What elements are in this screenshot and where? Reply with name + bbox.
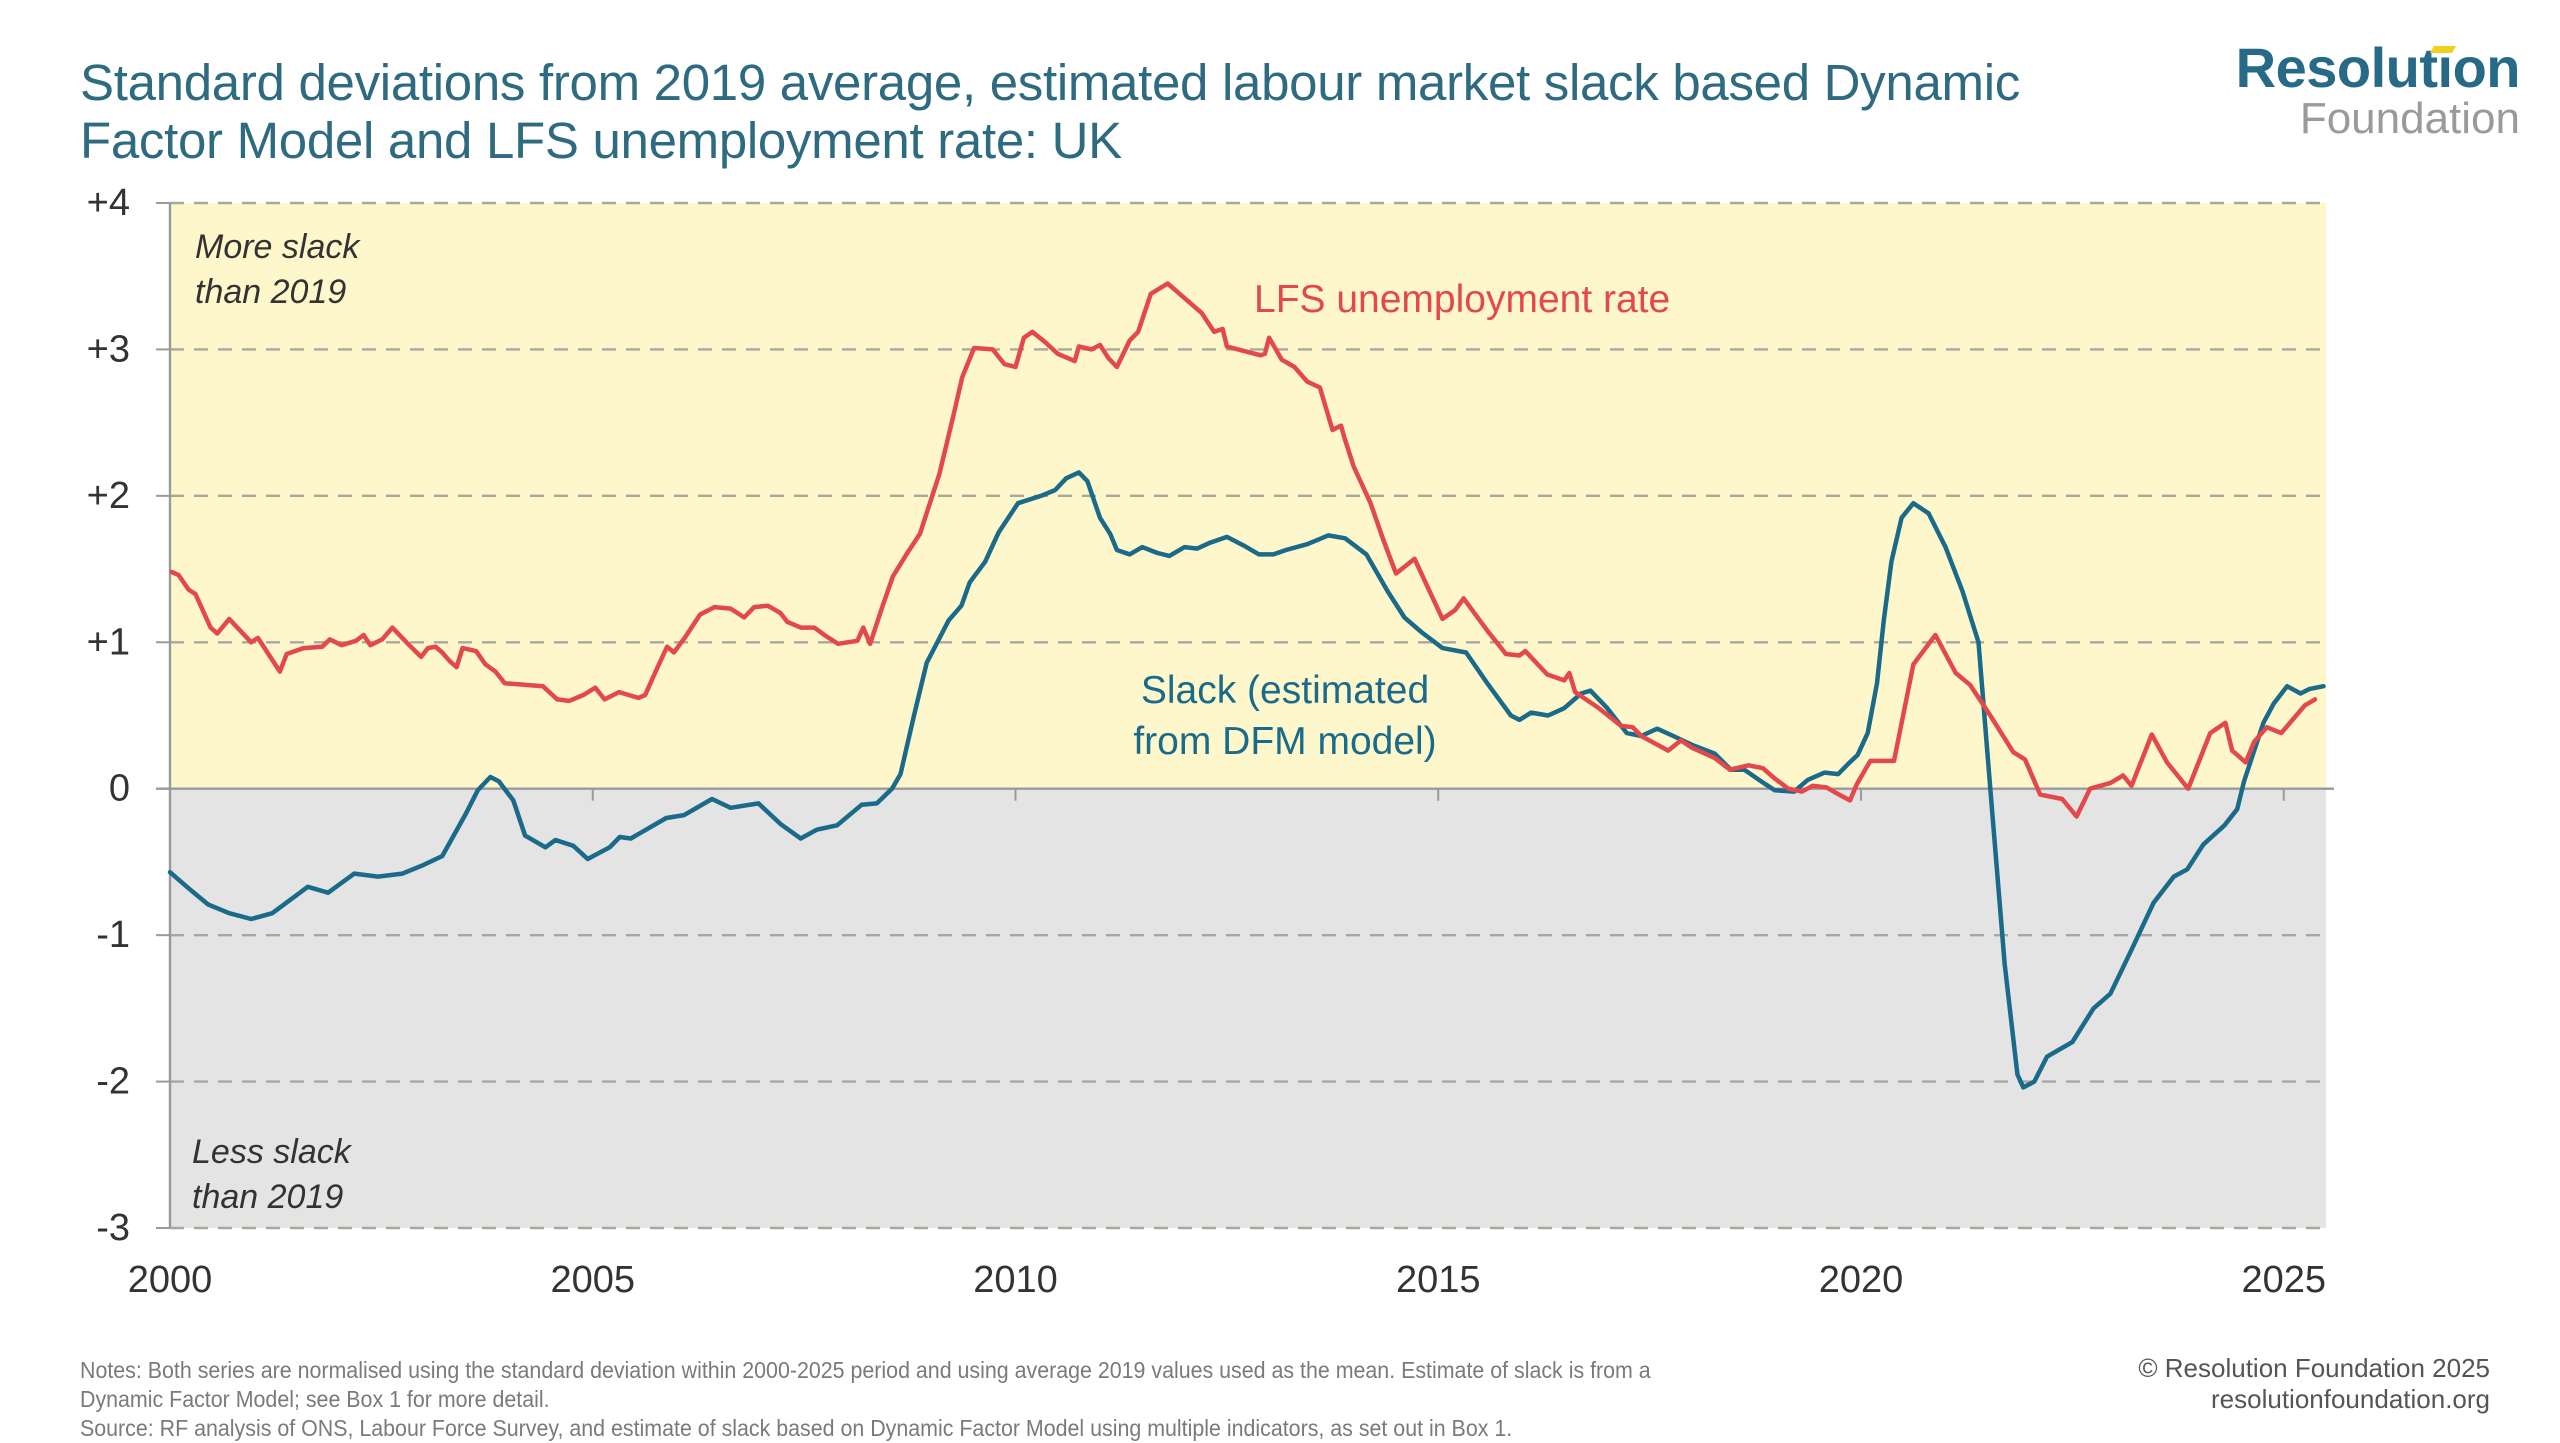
x-tick-label: 2000 xyxy=(128,1259,213,1301)
notes-line-1: Notes: Both series are normalised using … xyxy=(80,1357,1651,1383)
source-line: Source: RF analysis of ONS, Labour Force… xyxy=(80,1415,1513,1441)
zone-label-more-slack-line-1: More slack xyxy=(195,228,361,266)
y-tick-label: -2 xyxy=(96,1061,130,1103)
x-tick-label: 2010 xyxy=(973,1259,1058,1301)
less-slack-region xyxy=(170,788,2326,1228)
logo-line-1: Resolution xyxy=(2236,40,2521,96)
series-labels: LFS unemployment rate Slack (estimated f… xyxy=(1133,278,1670,763)
series-lines xyxy=(167,281,2326,1090)
x-tick-label: 2025 xyxy=(2241,1259,2326,1301)
more-slack-region xyxy=(170,203,2326,789)
slack-line xyxy=(167,470,2326,1090)
zone-label-less-slack-line-1: Less slack xyxy=(192,1133,353,1171)
series-label-slack-line-2: from DFM model) xyxy=(1133,720,1436,763)
y-tick-label: +1 xyxy=(87,621,130,663)
y-tick-label: +4 xyxy=(87,182,130,224)
series-label-lfs: LFS unemployment rate xyxy=(1254,278,1670,321)
series-label-slack-line-1: Slack (estimated xyxy=(1141,669,1429,712)
y-tick-label: -1 xyxy=(96,914,130,956)
x-tick-label: 2005 xyxy=(550,1259,635,1301)
y-tick-label: 0 xyxy=(109,768,130,810)
x-tick-label: 2020 xyxy=(1819,1259,1904,1301)
chart-title-line-2: Factor Model and LFS unemployment rate: … xyxy=(80,112,1122,169)
zone-label-less-slack-line-2: than 2019 xyxy=(192,1178,343,1216)
zone-labels: More slack than 2019 Less slack than 201… xyxy=(192,228,361,1216)
chart-title-line-1: Standard deviations from 2019 average, e… xyxy=(80,54,2020,111)
resolution-foundation-logo: Resolution Foundation xyxy=(2236,40,2521,143)
lfs-unemployment-line xyxy=(169,281,2318,819)
y-tick-label: -3 xyxy=(96,1207,130,1249)
credit-block: © Resolution Foundation 2025 resolutionf… xyxy=(2138,1353,2490,1415)
chart-background xyxy=(170,203,2326,1228)
copyright-text: © Resolution Foundation 2025 xyxy=(2138,1353,2490,1383)
logo-line-2: Foundation xyxy=(2299,94,2520,143)
axes: +4 +3 +2 +1 0 -1 -2 -3 2000 2005 2010 2015 2020 2025 xyxy=(87,182,2334,1301)
y-tick-label: +3 xyxy=(87,328,130,370)
zone-label-more-slack-line-2: than 2019 xyxy=(195,273,346,311)
logo-word-resolution: Resolution xyxy=(2235,36,2521,99)
x-tick-label: 2015 xyxy=(1396,1259,1481,1301)
y-tick-label: +2 xyxy=(87,475,130,517)
chart-notes: Notes: Both series are normalised using … xyxy=(80,1356,1769,1443)
notes-line-2: Dynamic Factor Model; see Box 1 for more… xyxy=(80,1386,550,1412)
website-link[interactable]: resolutionfoundation.org xyxy=(2211,1384,2490,1414)
chart-title: Standard deviations from 2019 average, e… xyxy=(80,54,2180,170)
